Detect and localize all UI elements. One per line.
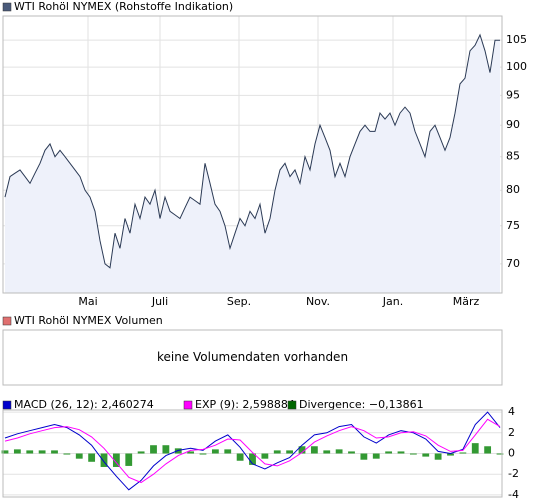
- divergence-bar: [261, 453, 269, 459]
- y-tick-label: 4: [508, 405, 515, 418]
- divergence-bar: [471, 443, 479, 454]
- legend-swatch: [183, 400, 193, 410]
- legend-swatch: [2, 2, 12, 12]
- macd-line: [4, 418, 501, 484]
- divergence-bar: [310, 446, 318, 454]
- divergence-bar: [323, 450, 331, 454]
- divergence-bar: [63, 453, 71, 455]
- divergence-bar: [137, 451, 145, 454]
- y-tick-label: 2: [508, 426, 515, 439]
- divergence-bar: [434, 453, 442, 460]
- divergence-bar: [372, 453, 380, 459]
- y-tick-label: -4: [508, 488, 519, 501]
- annotation: keine Volumendaten vorhanden: [157, 350, 348, 364]
- divergence-bar: [348, 451, 355, 454]
- y-tick-label: 105: [506, 33, 527, 46]
- divergence-bar: [125, 453, 133, 466]
- divergence-bar: [335, 449, 343, 454]
- x-tick-label: März: [453, 295, 480, 308]
- legend-label: WTI Rohöl NYMEX (Rohstoffe Indikation): [14, 0, 233, 13]
- divergence-bar: [286, 450, 294, 454]
- divergence-bar: [100, 453, 108, 467]
- divergence-bar: [447, 453, 454, 456]
- x-tick-label: Jan.: [382, 295, 403, 308]
- divergence-bar: [236, 453, 244, 461]
- divergence-bar: [187, 451, 195, 454]
- plot-frame: [2, 409, 503, 498]
- y-tick-label: -2: [508, 467, 519, 480]
- plot-frame: [2, 15, 503, 294]
- price-line: [4, 33, 500, 269]
- divergence-bar: [51, 450, 58, 454]
- divergence-bar: [13, 449, 21, 454]
- y-tick-label: 70: [506, 257, 520, 270]
- divergence-bar: [385, 451, 393, 454]
- x-tick-label: Mai: [78, 295, 97, 308]
- divergence-bar: [249, 453, 256, 465]
- divergence-bar: [484, 446, 492, 454]
- y-tick-label: 100: [506, 60, 527, 73]
- divergence-bar: [224, 449, 232, 454]
- divergence-bar: [75, 453, 83, 459]
- legend-label: EXP (9): 2,598884: [195, 398, 295, 411]
- y-tick-label: 95: [506, 88, 520, 101]
- divergence-bar: [112, 453, 120, 467]
- divergence-bar: [360, 453, 368, 460]
- divergence-bar: [38, 450, 46, 454]
- area: [5, 34, 500, 294]
- y-tick-label: 75: [506, 219, 520, 232]
- divergence-bar: [150, 445, 157, 454]
- divergence-bar: [496, 453, 504, 455]
- legend-label: WTI Rohöl NYMEX Volumen: [14, 314, 163, 327]
- legend-swatch: [287, 400, 297, 410]
- legend-label: MACD (26, 12): 2,460274: [14, 398, 154, 411]
- divergence-bar: [409, 453, 417, 455]
- divergence-bar: [1, 450, 9, 454]
- divergence-bar: [298, 446, 306, 454]
- plot-frame: [2, 329, 503, 386]
- y-tick-label: 90: [506, 118, 520, 131]
- x-tick-label: Juli: [151, 295, 168, 308]
- x-tick-label: Sep.: [227, 295, 251, 308]
- y-tick-label: 80: [506, 183, 520, 196]
- divergence-bar: [199, 453, 207, 455]
- macd-line: [4, 411, 501, 491]
- divergence-bar: [26, 450, 34, 454]
- y-tick-label: 0: [508, 447, 515, 460]
- divergence-bar: [273, 450, 281, 454]
- divergence-bar: [397, 451, 405, 454]
- legend-label: Divergence: −0,13861: [299, 398, 424, 411]
- legend-swatch: [2, 316, 12, 326]
- divergence-bar: [211, 449, 219, 454]
- x-tick-label: Nov.: [306, 295, 330, 308]
- divergence-bar: [88, 453, 96, 462]
- y-tick-label: 85: [506, 150, 520, 163]
- legend-swatch: [2, 400, 12, 410]
- divergence-bar: [459, 452, 467, 454]
- divergence-bar: [162, 445, 170, 454]
- divergence-bar: [422, 453, 430, 457]
